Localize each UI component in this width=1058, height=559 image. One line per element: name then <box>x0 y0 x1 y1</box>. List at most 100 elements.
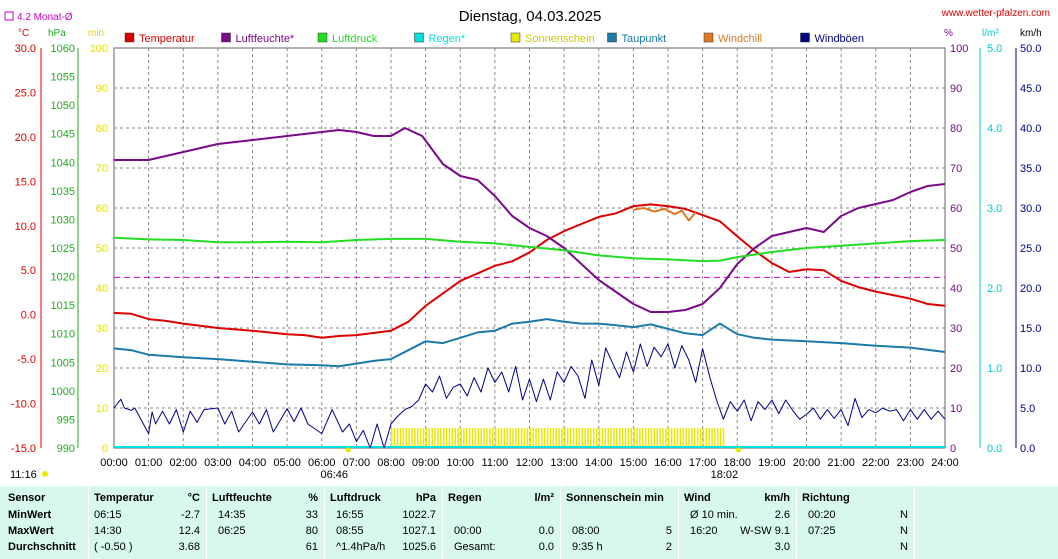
sunshine-bar <box>466 428 468 448</box>
stats-header-wind: Wind <box>684 492 711 504</box>
sun-tick-label: 40 <box>96 283 108 295</box>
sunshine-bar <box>601 428 604 448</box>
sunshine-bar <box>561 428 563 448</box>
sunshine-bar <box>679 428 682 448</box>
time-tick-label: 20:00 <box>793 457 821 469</box>
time-tick-label: 22:00 <box>862 457 890 469</box>
legend-item-8: Windböen <box>815 33 865 45</box>
sun-tick-label: 70 <box>96 163 108 175</box>
pressure-tick-label: 1035 <box>51 186 75 198</box>
chart-series <box>113 127 946 449</box>
temp-tick-label: 0.0 <box>21 310 36 322</box>
humidity-tick-label: 40 <box>950 283 962 295</box>
legend-swatch <box>510 32 521 43</box>
wind-tick-label: 45.0 <box>1020 83 1041 95</box>
sunshine-bar <box>399 428 402 448</box>
stats-pres-time: ^1.4hPa/h <box>336 541 386 553</box>
pressure-tick-label: 990 <box>57 443 75 455</box>
time-tick-label: 13:00 <box>550 457 578 469</box>
sunshine-bar <box>440 428 442 448</box>
website-link[interactable]: www.wetter-pfalzen.com <box>941 8 1050 19</box>
sunshine-bar <box>558 428 560 448</box>
sunshine-bar <box>541 428 543 448</box>
legend-swatch <box>703 32 714 43</box>
sunshine-bars <box>114 428 945 448</box>
sun-tick-label: 60 <box>96 203 108 215</box>
sunshine-bar <box>705 428 708 448</box>
time-tick-label: 12:00 <box>516 457 544 469</box>
sunshine-bar <box>647 428 650 448</box>
sunshine-bar <box>708 428 710 448</box>
time-tick-label: 15:00 <box>620 457 648 469</box>
chart-axes: 30.0 25.0 20.0 15.0 10.0 5.0 0.0 -5.0 -10.0 -15.0… <box>10 28 1042 481</box>
sunshine-bar <box>719 428 722 448</box>
rain-tick-label: 5.0 <box>987 43 1002 55</box>
avg-legend-label: 4.2 Monat-Ø <box>17 12 73 23</box>
sunshine-bar <box>434 428 436 448</box>
sunshine-bar <box>673 428 676 448</box>
sunshine-bar <box>604 428 607 448</box>
sunshine-bar <box>633 428 635 448</box>
humidity-unit-label: % <box>944 28 953 39</box>
stats-sun-value: 5 <box>665 525 672 537</box>
stats-sun-time: 08:00 <box>572 525 600 537</box>
sunshine-bar <box>497 428 500 448</box>
temp-unit-label: °C <box>18 28 29 39</box>
stats-pres-value: 1027.1 <box>402 525 436 537</box>
sunshine-bar <box>552 428 555 448</box>
wind-tick-label: 50.0 <box>1020 43 1041 55</box>
wind-tick-label: 30.0 <box>1020 203 1041 215</box>
sunshine-bar <box>676 428 679 448</box>
rain-tick-label: 2.0 <box>987 283 1002 295</box>
humidity-tick-label: 10 <box>950 403 962 415</box>
sunshine-bar <box>396 428 399 448</box>
stats-header-pres-unit: hPa <box>415 492 436 504</box>
sunshine-bar <box>405 428 407 448</box>
sunshine-bar <box>642 428 644 448</box>
temp-tick-label: 25.0 <box>15 87 36 99</box>
pressure-unit-label: hPa <box>48 28 66 39</box>
stats-header-sensor: Sensor <box>8 492 46 504</box>
sunshine-bar <box>454 428 456 448</box>
time-tick-label: 18:00 <box>723 457 751 469</box>
sun-tick-label: 10 <box>96 403 108 415</box>
stats-row-label: MaxWert <box>8 525 54 537</box>
sunshine-bar <box>662 428 664 448</box>
legend-item-7: Windchill <box>718 33 762 45</box>
sun-tick-label: 50 <box>96 243 108 255</box>
pressure-tick-label: 995 <box>57 414 75 426</box>
sunshine-bar <box>595 428 598 448</box>
sunshine-bar <box>572 428 575 448</box>
sunshine-bar <box>431 428 433 448</box>
stats-header-sun: Sonnenschein min <box>566 492 664 504</box>
sunshine-bar <box>613 428 615 448</box>
wind-tick-label: 10.0 <box>1020 363 1041 375</box>
legend-item-3: Luftdruck <box>332 33 378 45</box>
time-tick-label: 07:00 <box>343 457 371 469</box>
sunshine-bar <box>408 428 410 448</box>
legend-item-1: Temperatur <box>139 33 195 45</box>
humidity-tick-label: 60 <box>950 203 962 215</box>
sunshine-bar <box>691 428 693 448</box>
stats-dir-time: 07:25 <box>808 525 836 537</box>
sunshine-bar <box>523 428 526 448</box>
temp-tick-label: -15.0 <box>11 443 36 455</box>
sunshine-bar <box>618 428 621 448</box>
temp-tick-label: 15.0 <box>15 176 36 188</box>
sunshine-bar <box>486 428 488 448</box>
rain-tick-label: 3.0 <box>987 203 1002 215</box>
temperatur-line <box>113 203 946 339</box>
stats-header-dir: Richtung <box>802 492 850 504</box>
sunshine-bar <box>624 428 627 448</box>
stats-temp-value: -2.7 <box>181 509 200 521</box>
time-tick-label: 21:00 <box>827 457 855 469</box>
sunshine-bar <box>567 428 569 448</box>
sun-tick-label: 100 <box>90 43 108 55</box>
wind-tick-label: 40.0 <box>1020 123 1041 135</box>
sunshine-bar <box>693 428 696 448</box>
sunrise-marker-icon <box>345 447 351 453</box>
pressure-tick-label: 1025 <box>51 243 75 255</box>
sunshine-bar <box>621 428 624 448</box>
sunshine-bar <box>610 428 612 448</box>
stats-table: Sensor Temperatur °C Luftfeuchte % Luftd… <box>0 486 1058 559</box>
